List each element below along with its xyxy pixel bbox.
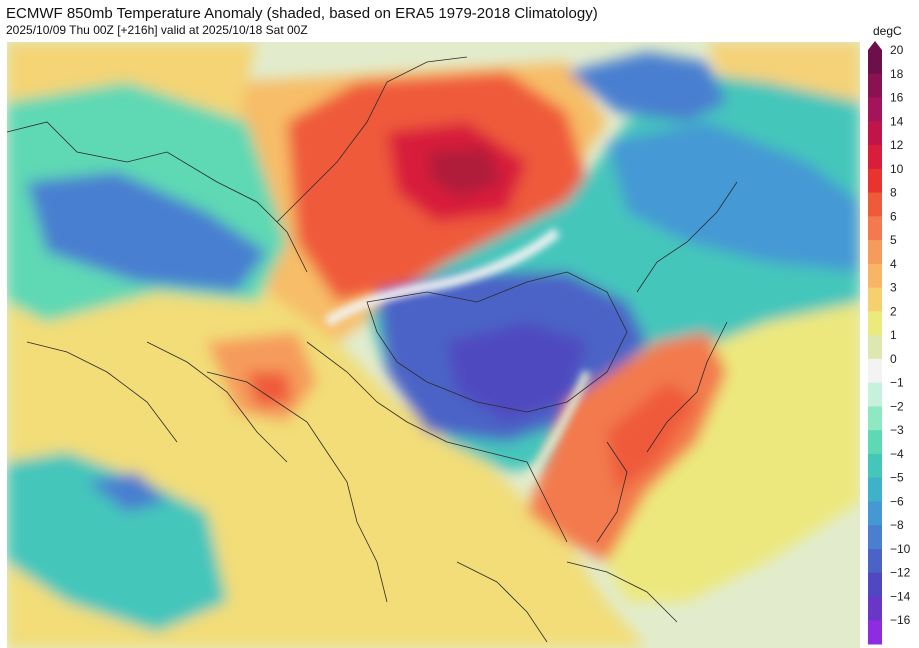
colorbar-swatch: [868, 50, 882, 75]
anomaly-field: [7, 42, 860, 648]
colorbar-swatch: [868, 477, 882, 502]
colorbar-label: −16: [890, 613, 911, 627]
colorbar-label: 12: [890, 138, 904, 152]
colorbar-label: 6: [890, 209, 897, 223]
colorbar: 20181614121086543210−1−2−3−4−5−6−8−10−12…: [868, 41, 911, 645]
colorbar-label: −6: [890, 494, 904, 508]
colorbar-label: −5: [890, 471, 904, 485]
map-title: ECMWF 850mb Temperature Anomaly (shaded,…: [6, 5, 598, 22]
colorbar-swatch: [868, 453, 882, 479]
colorbar-label: 0: [890, 352, 897, 366]
colorbar-swatch: [868, 572, 882, 597]
colorbar-swatch: [868, 240, 882, 265]
colorbar-swatch: [868, 287, 882, 312]
colorbar-swatch: [868, 525, 882, 550]
colorbar-arrow: [868, 41, 882, 50]
colorbar-swatch: [868, 192, 882, 217]
colorbar-swatch: [868, 406, 882, 431]
anomaly-map: [7, 42, 860, 648]
zero-anomaly-band: [324, 228, 591, 485]
colorbar-swatch: [868, 548, 882, 574]
colorbar-label: −12: [890, 566, 911, 580]
colorbar-label: 18: [890, 67, 904, 81]
colorbar-swatch: [868, 216, 882, 241]
colorbar-label: 2: [890, 304, 897, 318]
colorbar-label: 16: [890, 91, 904, 105]
colorbar-swatch: [868, 620, 882, 645]
colorbar-label: −4: [890, 447, 904, 461]
colorbar-unit: degC: [873, 24, 902, 38]
colorbar-label: 10: [890, 162, 904, 176]
colorbar-label: 8: [890, 186, 897, 200]
colorbar-swatch: [868, 168, 882, 194]
colorbar-swatch: [868, 430, 882, 455]
colorbar-swatch: [868, 121, 882, 146]
colorbar-swatch: [868, 358, 882, 384]
colorbar-swatch: [868, 73, 882, 99]
colorbar-label: 1: [890, 328, 897, 342]
colorbar-swatch: [868, 263, 882, 289]
colorbar-label: −10: [890, 542, 911, 556]
colorbar-label: −2: [890, 399, 904, 413]
colorbar-label: −14: [890, 589, 911, 603]
colorbar-label: 4: [890, 257, 897, 271]
country-borders: [7, 56, 738, 643]
colorbar-label: −3: [890, 423, 904, 437]
colorbar-swatch: [868, 335, 882, 360]
colorbar-label: 14: [890, 114, 904, 128]
map-subtitle: 2025/10/09 Thu 00Z [+216h] valid at 2025…: [6, 23, 308, 37]
colorbar-swatch: [868, 501, 882, 526]
colorbar-swatch: [868, 382, 882, 407]
colorbar-swatch: [868, 145, 882, 170]
colorbar-label: 5: [890, 233, 897, 247]
colorbar-label: 20: [890, 43, 904, 57]
colorbar-label: −1: [890, 376, 904, 390]
colorbar-swatch: [868, 97, 882, 122]
anomaly-shading: [7, 42, 860, 648]
colorbar-swatch: [868, 311, 882, 336]
colorbar-swatch: [868, 596, 882, 621]
colorbar-label: −8: [890, 518, 904, 532]
colorbar-label: 3: [890, 281, 897, 295]
